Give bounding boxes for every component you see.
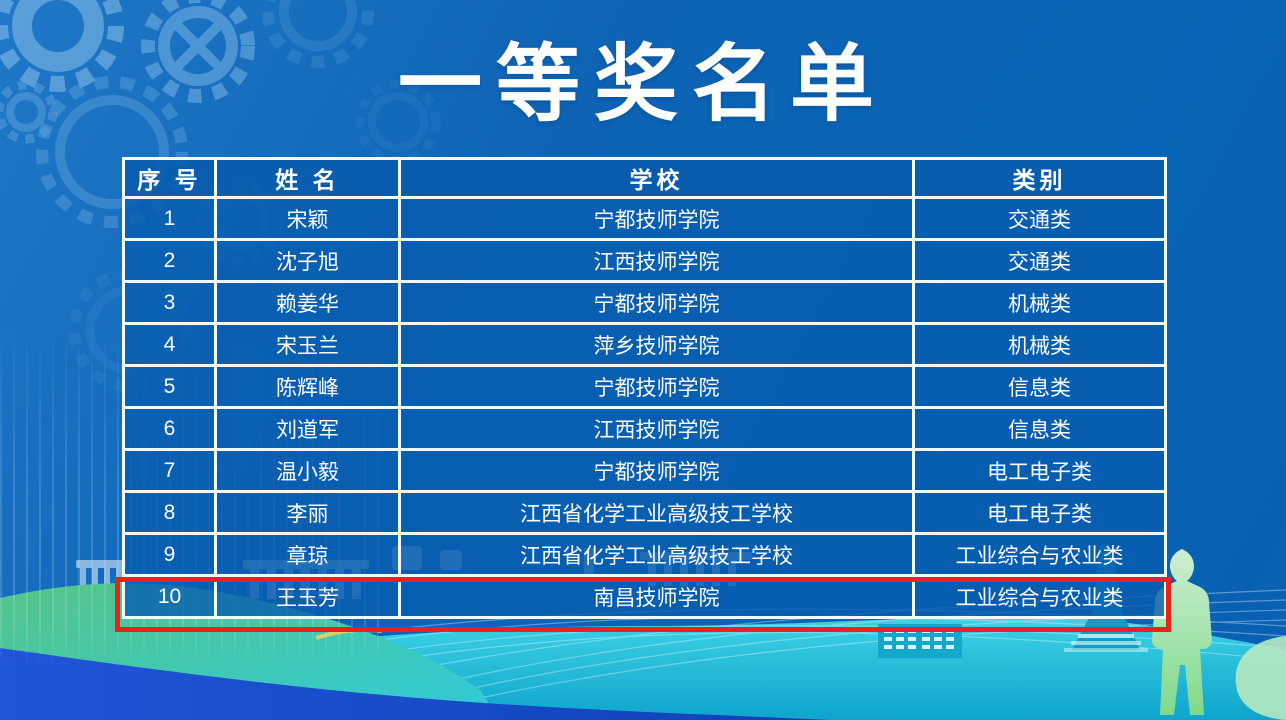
cell-school: 宁都技师学院 — [398, 196, 915, 241]
header-name: 姓 名 — [214, 157, 401, 199]
cell-name: 王玉芳 — [214, 574, 401, 619]
cell-name: 陈辉峰 — [214, 364, 401, 409]
cell-name: 沈子旭 — [214, 238, 401, 283]
bottom-wave — [0, 648, 830, 720]
header-category: 类别 — [912, 157, 1167, 199]
header-index: 序 号 — [122, 157, 217, 199]
cell-category: 电工电子类 — [912, 490, 1167, 535]
table-row: 4 宋玉兰 萍乡技师学院 机械类 — [122, 322, 1167, 367]
cell-name: 章琼 — [214, 532, 401, 577]
table-row: 7 温小毅 宁都技师学院 电工电子类 — [122, 448, 1167, 493]
header-school: 学校 — [398, 157, 915, 199]
cell-index: 10 — [122, 574, 217, 619]
cell-index: 2 — [122, 238, 217, 283]
cell-category: 电工电子类 — [912, 448, 1167, 493]
cell-category: 机械类 — [912, 322, 1167, 367]
cell-name: 温小毅 — [214, 448, 401, 493]
gear-icon — [141, 0, 255, 103]
table-row-highlighted: 10 王玉芳 南昌技师学院 工业综合与农业类 — [122, 574, 1167, 619]
cell-category: 工业综合与农业类 — [912, 532, 1167, 577]
hill-silhouette — [1235, 636, 1286, 720]
prize-table: 序 号 姓 名 学校 类别 1 宋颖 宁都技师学院 交通类 2 沈子旭 江西技师… — [122, 157, 1167, 619]
cell-category: 交通类 — [912, 196, 1167, 241]
cell-index: 5 — [122, 364, 217, 409]
building-silhouette — [878, 624, 962, 658]
cell-school: 江西省化学工业高级技工学校 — [398, 532, 915, 577]
table-row: 3 赖姜华 宁都技师学院 机械类 — [122, 280, 1167, 325]
table-row: 5 陈辉峰 宁都技师学院 信息类 — [122, 364, 1167, 409]
cell-school: 宁都技师学院 — [398, 280, 915, 325]
cell-school: 江西技师学院 — [398, 238, 915, 283]
cell-index: 8 — [122, 490, 217, 535]
cell-name: 赖姜华 — [214, 280, 401, 325]
page-title: 一等奖名单 — [397, 37, 888, 131]
cell-name: 宋颖 — [214, 196, 401, 241]
table-row: 2 沈子旭 江西技师学院 交通类 — [122, 238, 1167, 283]
cell-index: 6 — [122, 406, 217, 451]
gear-icon — [0, 0, 124, 92]
cell-index: 1 — [122, 196, 217, 241]
table-row: 9 章琼 江西省化学工业高级技工学校 工业综合与农业类 — [122, 532, 1167, 577]
cell-index: 3 — [122, 280, 217, 325]
gear-icon — [0, 80, 58, 144]
table-row: 6 刘道军 江西技师学院 信息类 — [122, 406, 1167, 451]
cell-index: 4 — [122, 322, 217, 367]
cell-index: 7 — [122, 448, 217, 493]
gear-icon — [36, 76, 188, 228]
table-header-row: 序 号 姓 名 学校 类别 — [122, 157, 1167, 199]
cell-name: 刘道军 — [214, 406, 401, 451]
table-row: 1 宋颖 宁都技师学院 交通类 — [122, 196, 1167, 241]
cell-category: 信息类 — [912, 364, 1167, 409]
cell-school: 南昌技师学院 — [398, 574, 915, 619]
cell-category: 机械类 — [912, 280, 1167, 325]
cell-category: 工业综合与农业类 — [912, 574, 1167, 619]
cell-school: 宁都技师学院 — [398, 448, 915, 493]
cell-school: 江西技师学院 — [398, 406, 915, 451]
gear-icon — [262, 0, 374, 68]
cell-category: 交通类 — [912, 238, 1167, 283]
table-row: 8 李丽 江西省化学工业高级技工学校 电工电子类 — [122, 490, 1167, 535]
cell-name: 宋玉兰 — [214, 322, 401, 367]
cell-school: 宁都技师学院 — [398, 364, 915, 409]
cell-school: 江西省化学工业高级技工学校 — [398, 490, 915, 535]
cell-name: 李丽 — [214, 490, 401, 535]
cell-category: 信息类 — [912, 406, 1167, 451]
cell-index: 9 — [122, 532, 217, 577]
cell-school: 萍乡技师学院 — [398, 322, 915, 367]
